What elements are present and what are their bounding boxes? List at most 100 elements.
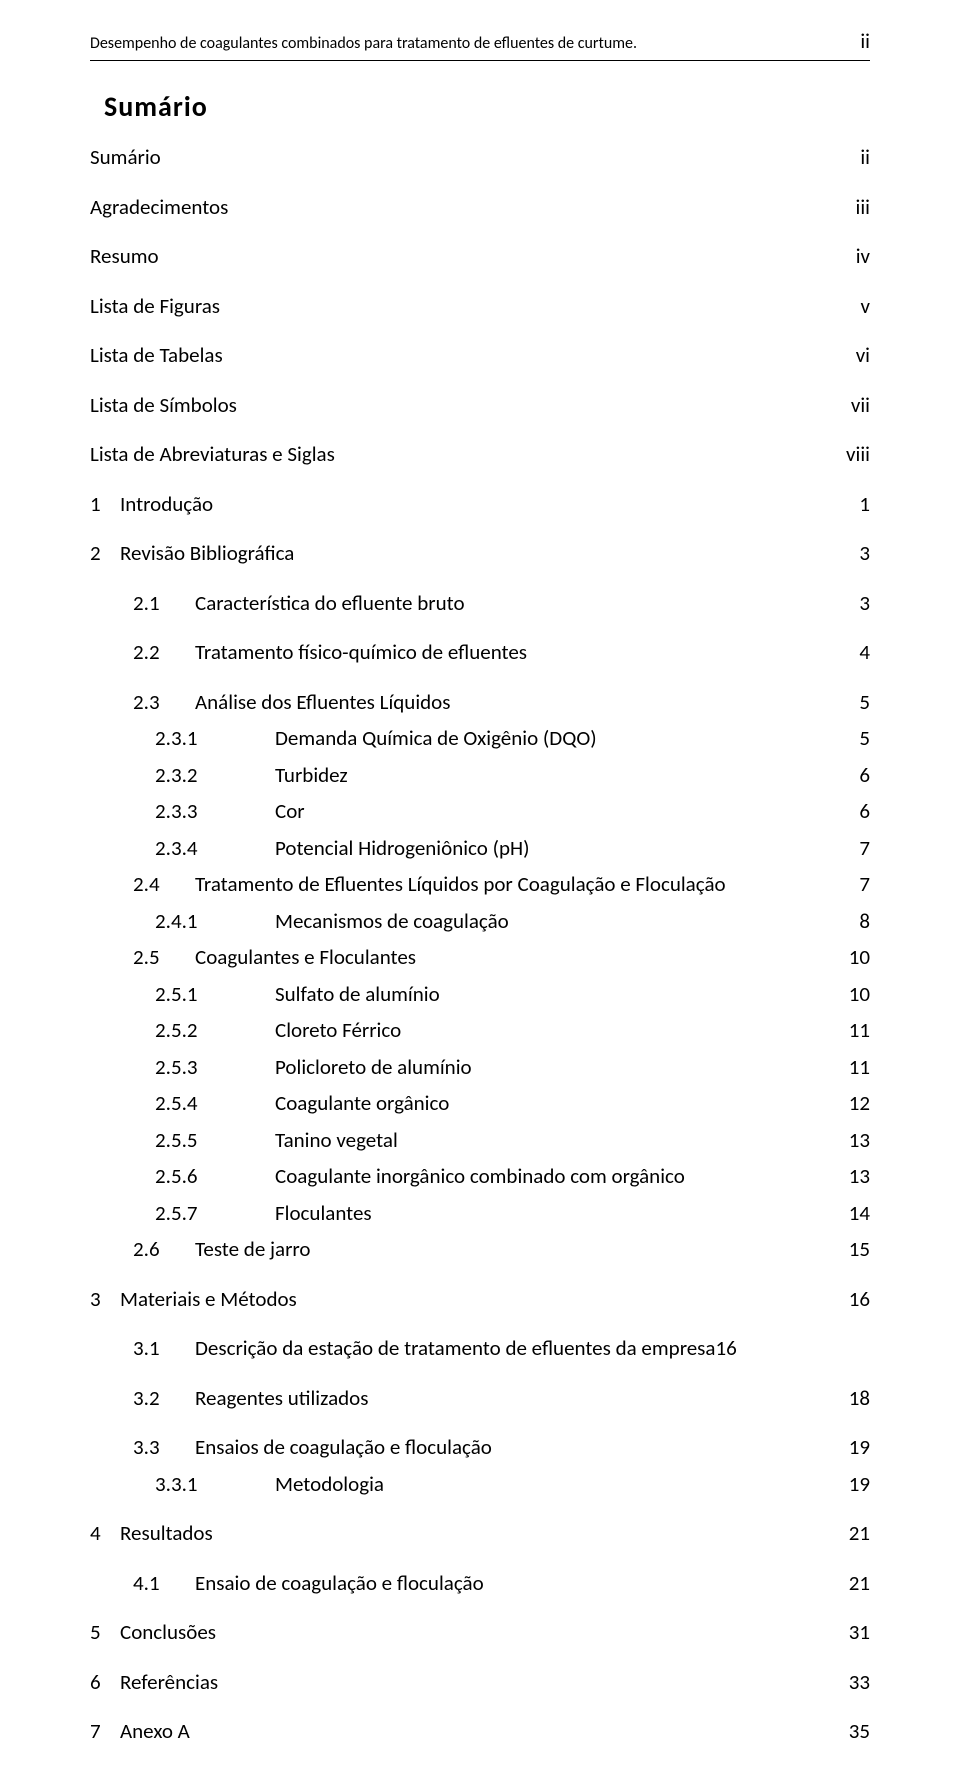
toc-entry-label: Lista de Símbolos <box>90 390 237 422</box>
toc-entry-label: 7Anexo A <box>90 1716 190 1748</box>
toc-entry-page: 5 <box>830 687 870 719</box>
toc-entry-number: 2.1 <box>133 588 195 620</box>
toc-entry-page: 3 <box>830 588 870 620</box>
toc-entry: 3Materiais e Métodos 16 <box>90 1284 870 1316</box>
toc-entry-number: 2.5.5 <box>155 1125 275 1157</box>
toc-entry: 2.3.1Demanda Química de Oxigênio (DQO) 5 <box>90 723 870 755</box>
toc-entry-label: 3.2Reagentes utilizados <box>90 1383 368 1415</box>
toc-entry-title: Lista de Tabelas <box>90 342 223 368</box>
toc-entry-number: 2.5.3 <box>155 1052 275 1084</box>
toc-entry: Lista de Símbolos vii <box>90 390 870 422</box>
toc-entry: 2.3.2Turbidez6 <box>90 760 870 792</box>
toc-entry-title: Resumo <box>90 243 159 269</box>
toc-entry: 2.3Análise dos Efluentes Líquidos5 <box>90 687 870 719</box>
toc-entry-page: 15 <box>830 1234 870 1266</box>
toc-entry-title: Anexo A <box>120 1718 190 1744</box>
toc-entry-label: 2.3.3Cor <box>90 796 305 828</box>
toc-entry-page: v <box>830 291 870 323</box>
toc-entry-label: 3.3Ensaios de coagulação e floculação <box>90 1432 492 1464</box>
toc-entry: 2.3.4Potencial Hidrogeniônico (pH)7 <box>90 833 870 865</box>
toc-entry-label: 2.5.4Coagulante orgânico <box>90 1088 449 1120</box>
toc-entry-page: viii <box>830 439 870 471</box>
toc-entry-number: 2.5.7 <box>155 1198 275 1230</box>
toc-entry-page: 11 <box>830 1052 870 1084</box>
toc-entry-number: 4.1 <box>133 1568 195 1600</box>
toc-entry-label: Agradecimentos <box>90 192 228 224</box>
toc-entry: 4.1Ensaio de coagulação e floculação21 <box>90 1568 870 1600</box>
toc-entry-title: Lista de Figuras <box>90 293 220 319</box>
toc-entry-label: 2.5Coagulantes e Floculantes <box>90 942 416 974</box>
toc-entry-label: 2.5.1Sulfato de alumínio <box>90 979 440 1011</box>
header-page-number: ii <box>860 28 870 54</box>
toc-entry-label: 2.1Característica do efluente bruto <box>90 588 465 620</box>
toc-entry-page: 3 <box>830 538 870 570</box>
toc-entry: 3.1Descrição da estação de tratamento de… <box>90 1333 870 1365</box>
toc-entry-title: Metodologia <box>275 1471 384 1497</box>
toc-entry-page: vii <box>830 390 870 422</box>
toc-entry-label: 2.4.1Mecanismos de coagulação <box>90 906 509 938</box>
toc-entry-title: Mecanismos de coagulação <box>275 908 509 934</box>
toc-entry: 2.5.7Floculantes14 <box>90 1198 870 1230</box>
toc-entry-title: Análise dos Efluentes Líquidos <box>195 689 450 715</box>
toc-entry-page: ii <box>830 142 870 174</box>
toc-entry-page: 5 <box>830 723 870 755</box>
toc-entry-page: 21 <box>830 1568 870 1600</box>
toc-entry-number: 6 <box>90 1667 120 1699</box>
toc-entry: 2.5.1Sulfato de alumínio 10 <box>90 979 870 1011</box>
toc-entry-title: Sumário <box>90 144 161 170</box>
toc-entry-label: Sumário <box>90 142 161 174</box>
toc-entry-page: 10 <box>830 979 870 1011</box>
toc-entry-title: Coagulantes e Floculantes <box>195 944 416 970</box>
toc-entry-title: Cloreto Férrico <box>275 1017 401 1043</box>
toc-entry-page: 7 <box>830 869 870 901</box>
toc-entry-title: Conclusões <box>120 1619 216 1645</box>
toc-entry-page: 31 <box>830 1617 870 1649</box>
toc-entry-page: 13 <box>830 1125 870 1157</box>
toc-entry-title: Cor <box>275 798 305 824</box>
toc-entry-page: 16 <box>830 1284 870 1316</box>
document-page: Desempenho de coagulantes combinados par… <box>0 0 960 1773</box>
toc-entry-label: Lista de Figuras <box>90 291 220 323</box>
toc-entry-label: 2.3.1Demanda Química de Oxigênio (DQO) <box>90 723 597 755</box>
toc-entry-label: Resumo <box>90 241 159 273</box>
toc-entry-label: 2.4Tratamento de Efluentes Líquidos por … <box>90 869 726 901</box>
toc-entry: Agradecimentosiii <box>90 192 870 224</box>
toc-entry-number: 3.3 <box>133 1432 195 1464</box>
toc-entry-page: 35 <box>830 1716 870 1748</box>
toc-entry-label: 3.1Descrição da estação de tratamento de… <box>90 1333 737 1365</box>
toc-entry: 4Resultados21 <box>90 1518 870 1550</box>
toc-entry: 2Revisão Bibliográfica3 <box>90 538 870 570</box>
header-title: Desempenho de coagulantes combinados par… <box>90 34 637 53</box>
toc-entry-number: 2.5 <box>133 942 195 974</box>
toc-entry: Lista de Figuras v <box>90 291 870 323</box>
toc-entry-number: 4 <box>90 1518 120 1550</box>
toc-entry: Sumário ii <box>90 142 870 174</box>
toc-entry-page: 10 <box>830 942 870 974</box>
toc-list: Sumário ii Agradecimentosiii Resumo iv Lista … <box>90 142 870 1748</box>
toc-entry: 2.4.1Mecanismos de coagulação8 <box>90 906 870 938</box>
toc-entry-title: Teste de jarro <box>195 1236 311 1262</box>
toc-entry-number: 2.5.4 <box>155 1088 275 1120</box>
toc-entry-title: Tratamento de Efluentes Líquidos por Coa… <box>195 871 726 897</box>
toc-entry-number: 5 <box>90 1617 120 1649</box>
toc-entry-number: 2.3.1 <box>155 723 275 755</box>
toc-entry-label: 6Referências <box>90 1667 218 1699</box>
toc-entry: 2.1Característica do efluente bruto 3 <box>90 588 870 620</box>
toc-entry-label: 5Conclusões <box>90 1617 216 1649</box>
toc-entry-label: Lista de Abreviaturas e Siglas <box>90 439 335 471</box>
toc-entry-page: iv <box>830 241 870 273</box>
toc-entry-label: 2.5.2Cloreto Férrico <box>90 1015 401 1047</box>
toc-entry-number: 2.6 <box>133 1234 195 1266</box>
toc-entry-title: Lista de Abreviaturas e Siglas <box>90 441 335 467</box>
toc-entry-label: 3Materiais e Métodos <box>90 1284 297 1316</box>
toc-entry-title: Tanino vegetal <box>275 1127 398 1153</box>
toc-entry-title: Policloreto de alumínio <box>275 1054 472 1080</box>
toc-entry-title: Demanda Química de Oxigênio (DQO) <box>275 725 597 751</box>
toc-entry-page: vi <box>830 340 870 372</box>
toc-entry-title: Característica do efluente bruto <box>195 590 465 616</box>
toc-entry-label: 2.5.6Coagulante inorgânico combinado com… <box>90 1161 685 1193</box>
toc-entry-number: 2.2 <box>133 637 195 669</box>
toc-entry: 2.5.2Cloreto Férrico11 <box>90 1015 870 1047</box>
toc-entry-page: 16 <box>715 1335 736 1361</box>
toc-entry-title: Referências <box>120 1669 218 1695</box>
